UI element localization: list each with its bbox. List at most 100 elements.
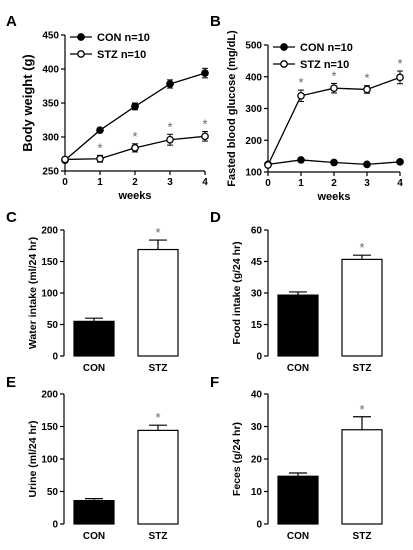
- y-axis-label: Urine (ml/24 hr): [27, 420, 39, 497]
- data-point: [201, 69, 209, 77]
- significance-star: *: [359, 402, 364, 417]
- significance-star: *: [359, 240, 364, 255]
- y-tick-label: 0: [52, 520, 58, 531]
- y-tick-label: 10: [251, 487, 263, 498]
- y-tick-label: 150: [41, 257, 58, 268]
- significance-star: *: [364, 71, 369, 86]
- significance-star: *: [397, 56, 402, 71]
- significance-star: *: [331, 68, 336, 83]
- data-point: [363, 85, 371, 94]
- data-point: [131, 102, 139, 111]
- x-tick-label: CON: [83, 363, 105, 374]
- x-tick-label: 1: [97, 177, 103, 188]
- panel-label-b: B: [210, 13, 221, 30]
- y-tick-label: 0: [256, 352, 262, 363]
- legend-marker: [77, 50, 85, 58]
- panel-label-a: A: [6, 13, 17, 30]
- bar: [137, 429, 179, 525]
- bar: [277, 475, 319, 525]
- x-tick-label: 3: [167, 177, 173, 188]
- x-tick-label: 3: [364, 178, 370, 189]
- x-tick-label: 4: [397, 178, 403, 189]
- x-axis-label: weeks: [316, 191, 350, 203]
- panel-label-e: E: [6, 374, 16, 391]
- y-tick-label: 350: [42, 99, 59, 110]
- y-tick-label: 30: [251, 289, 263, 300]
- x-tick-label: 0: [62, 177, 68, 188]
- data-point: [166, 80, 174, 88]
- y-tick-label: 450: [42, 31, 59, 42]
- x-tick-label: 2: [331, 178, 337, 189]
- significance-star: *: [298, 75, 303, 90]
- x-tick-label: 2: [132, 177, 138, 188]
- y-axis-label: Fasted blood glucose (mg/dL): [226, 30, 238, 187]
- y-tick-label: 60: [251, 226, 263, 237]
- legend-label: CON n=10: [300, 42, 353, 54]
- data-point: [131, 144, 139, 152]
- data-point: [330, 84, 338, 93]
- legend-label: STZ n=10: [97, 49, 146, 61]
- bar: [341, 429, 383, 525]
- significance-star: *: [97, 140, 102, 155]
- panel-label-c: C: [6, 209, 17, 226]
- x-tick-label: STZ: [353, 363, 372, 374]
- x-tick-label: 0: [265, 178, 271, 189]
- legend-marker: [280, 60, 288, 68]
- significance-star: *: [132, 129, 137, 144]
- x-tick-label: 1: [298, 178, 304, 189]
- y-axis-label: Feces (g/24 hr): [231, 422, 243, 496]
- y-tick-label: 45: [251, 257, 263, 268]
- legend-label: CON n=10: [97, 32, 150, 44]
- y-tick-label: 50: [47, 320, 59, 331]
- data-point: [264, 161, 272, 169]
- data-point: [201, 132, 209, 141]
- data-point: [96, 126, 104, 135]
- data-point: [297, 156, 305, 164]
- y-tick-label: 300: [245, 104, 262, 115]
- x-tick-label: CON: [287, 363, 309, 374]
- bar: [341, 258, 383, 357]
- y-tick-label: 0: [256, 520, 262, 531]
- y-axis-label: Water intake (ml/24 hr): [27, 237, 39, 349]
- x-tick-label: STZ: [149, 531, 168, 542]
- data-point: [166, 135, 174, 144]
- y-axis-label: Food intake (g/24 hr): [231, 241, 243, 344]
- y-tick-label: 150: [41, 422, 58, 433]
- y-tick-label: 0: [52, 352, 58, 363]
- data-point: [297, 91, 305, 100]
- bar: [73, 320, 115, 357]
- data-point: [396, 157, 404, 166]
- y-tick-label: 100: [245, 168, 262, 179]
- x-tick-label: CON: [83, 531, 105, 542]
- x-tick-label: STZ: [353, 531, 372, 542]
- y-tick-label: 20: [251, 455, 263, 466]
- y-tick-label: 250: [42, 167, 59, 178]
- legend-label: STZ n=10: [300, 59, 349, 71]
- y-axis-label: Body weight (g): [20, 54, 35, 152]
- y-tick-label: 50: [47, 487, 59, 498]
- y-tick-label: 30: [251, 422, 263, 433]
- y-tick-label: 200: [245, 136, 262, 147]
- significance-star: *: [167, 119, 172, 134]
- bar: [277, 294, 319, 357]
- legend-marker: [77, 33, 85, 41]
- significance-star: *: [202, 117, 207, 132]
- y-tick-label: 100: [41, 455, 58, 466]
- x-tick-label: STZ: [149, 363, 168, 374]
- y-tick-label: 500: [245, 41, 262, 52]
- x-tick-label: CON: [287, 531, 309, 542]
- significance-star: *: [155, 410, 160, 425]
- y-tick-label: 40: [251, 390, 263, 401]
- y-tick-label: 200: [41, 390, 58, 401]
- x-tick-label: 4: [202, 177, 208, 188]
- data-point: [61, 155, 69, 164]
- data-point: [330, 158, 338, 167]
- y-tick-label: 300: [42, 133, 59, 144]
- y-tick-label: 400: [42, 65, 59, 76]
- data-point: [363, 160, 371, 169]
- bar: [137, 248, 179, 357]
- y-tick-label: 400: [245, 72, 262, 83]
- y-tick-label: 200: [41, 226, 58, 237]
- data-point: [96, 154, 104, 163]
